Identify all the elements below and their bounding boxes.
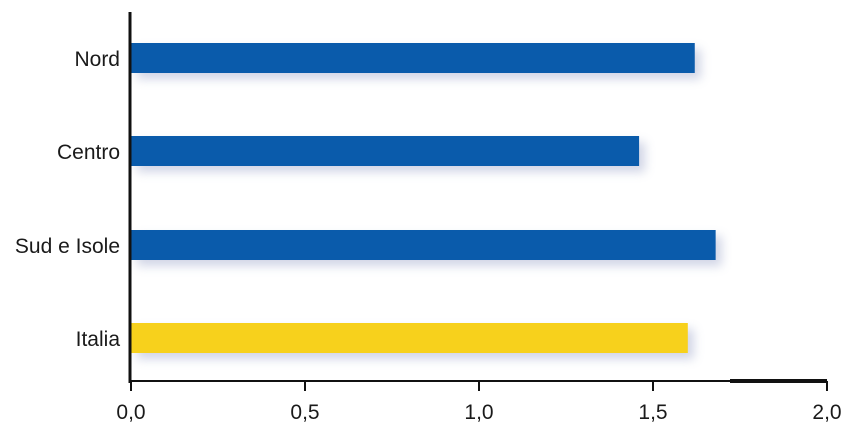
bar-sud-e-isole — [131, 230, 716, 260]
category-label: Sud e Isole — [15, 235, 120, 258]
x-tick-label: 2,0 — [812, 401, 841, 424]
bars-group — [131, 43, 722, 359]
category-labels: Nord Centro Sud e Isole Italia — [15, 48, 120, 351]
category-label: Italia — [76, 328, 121, 351]
bar-nord — [131, 43, 695, 73]
bar-centro — [131, 136, 640, 166]
category-label: Centro — [57, 141, 120, 164]
bar-italia — [131, 323, 688, 353]
x-ticks: 0,0 0,5 1,0 1,5 2,0 — [116, 381, 842, 424]
x-tick-label: 0,5 — [290, 401, 319, 424]
x-tick-label: 1,5 — [638, 401, 667, 424]
category-label: Nord — [74, 48, 120, 71]
x-tick-label: 0,0 — [116, 401, 145, 424]
x-tick-label: 1,0 — [464, 401, 493, 424]
